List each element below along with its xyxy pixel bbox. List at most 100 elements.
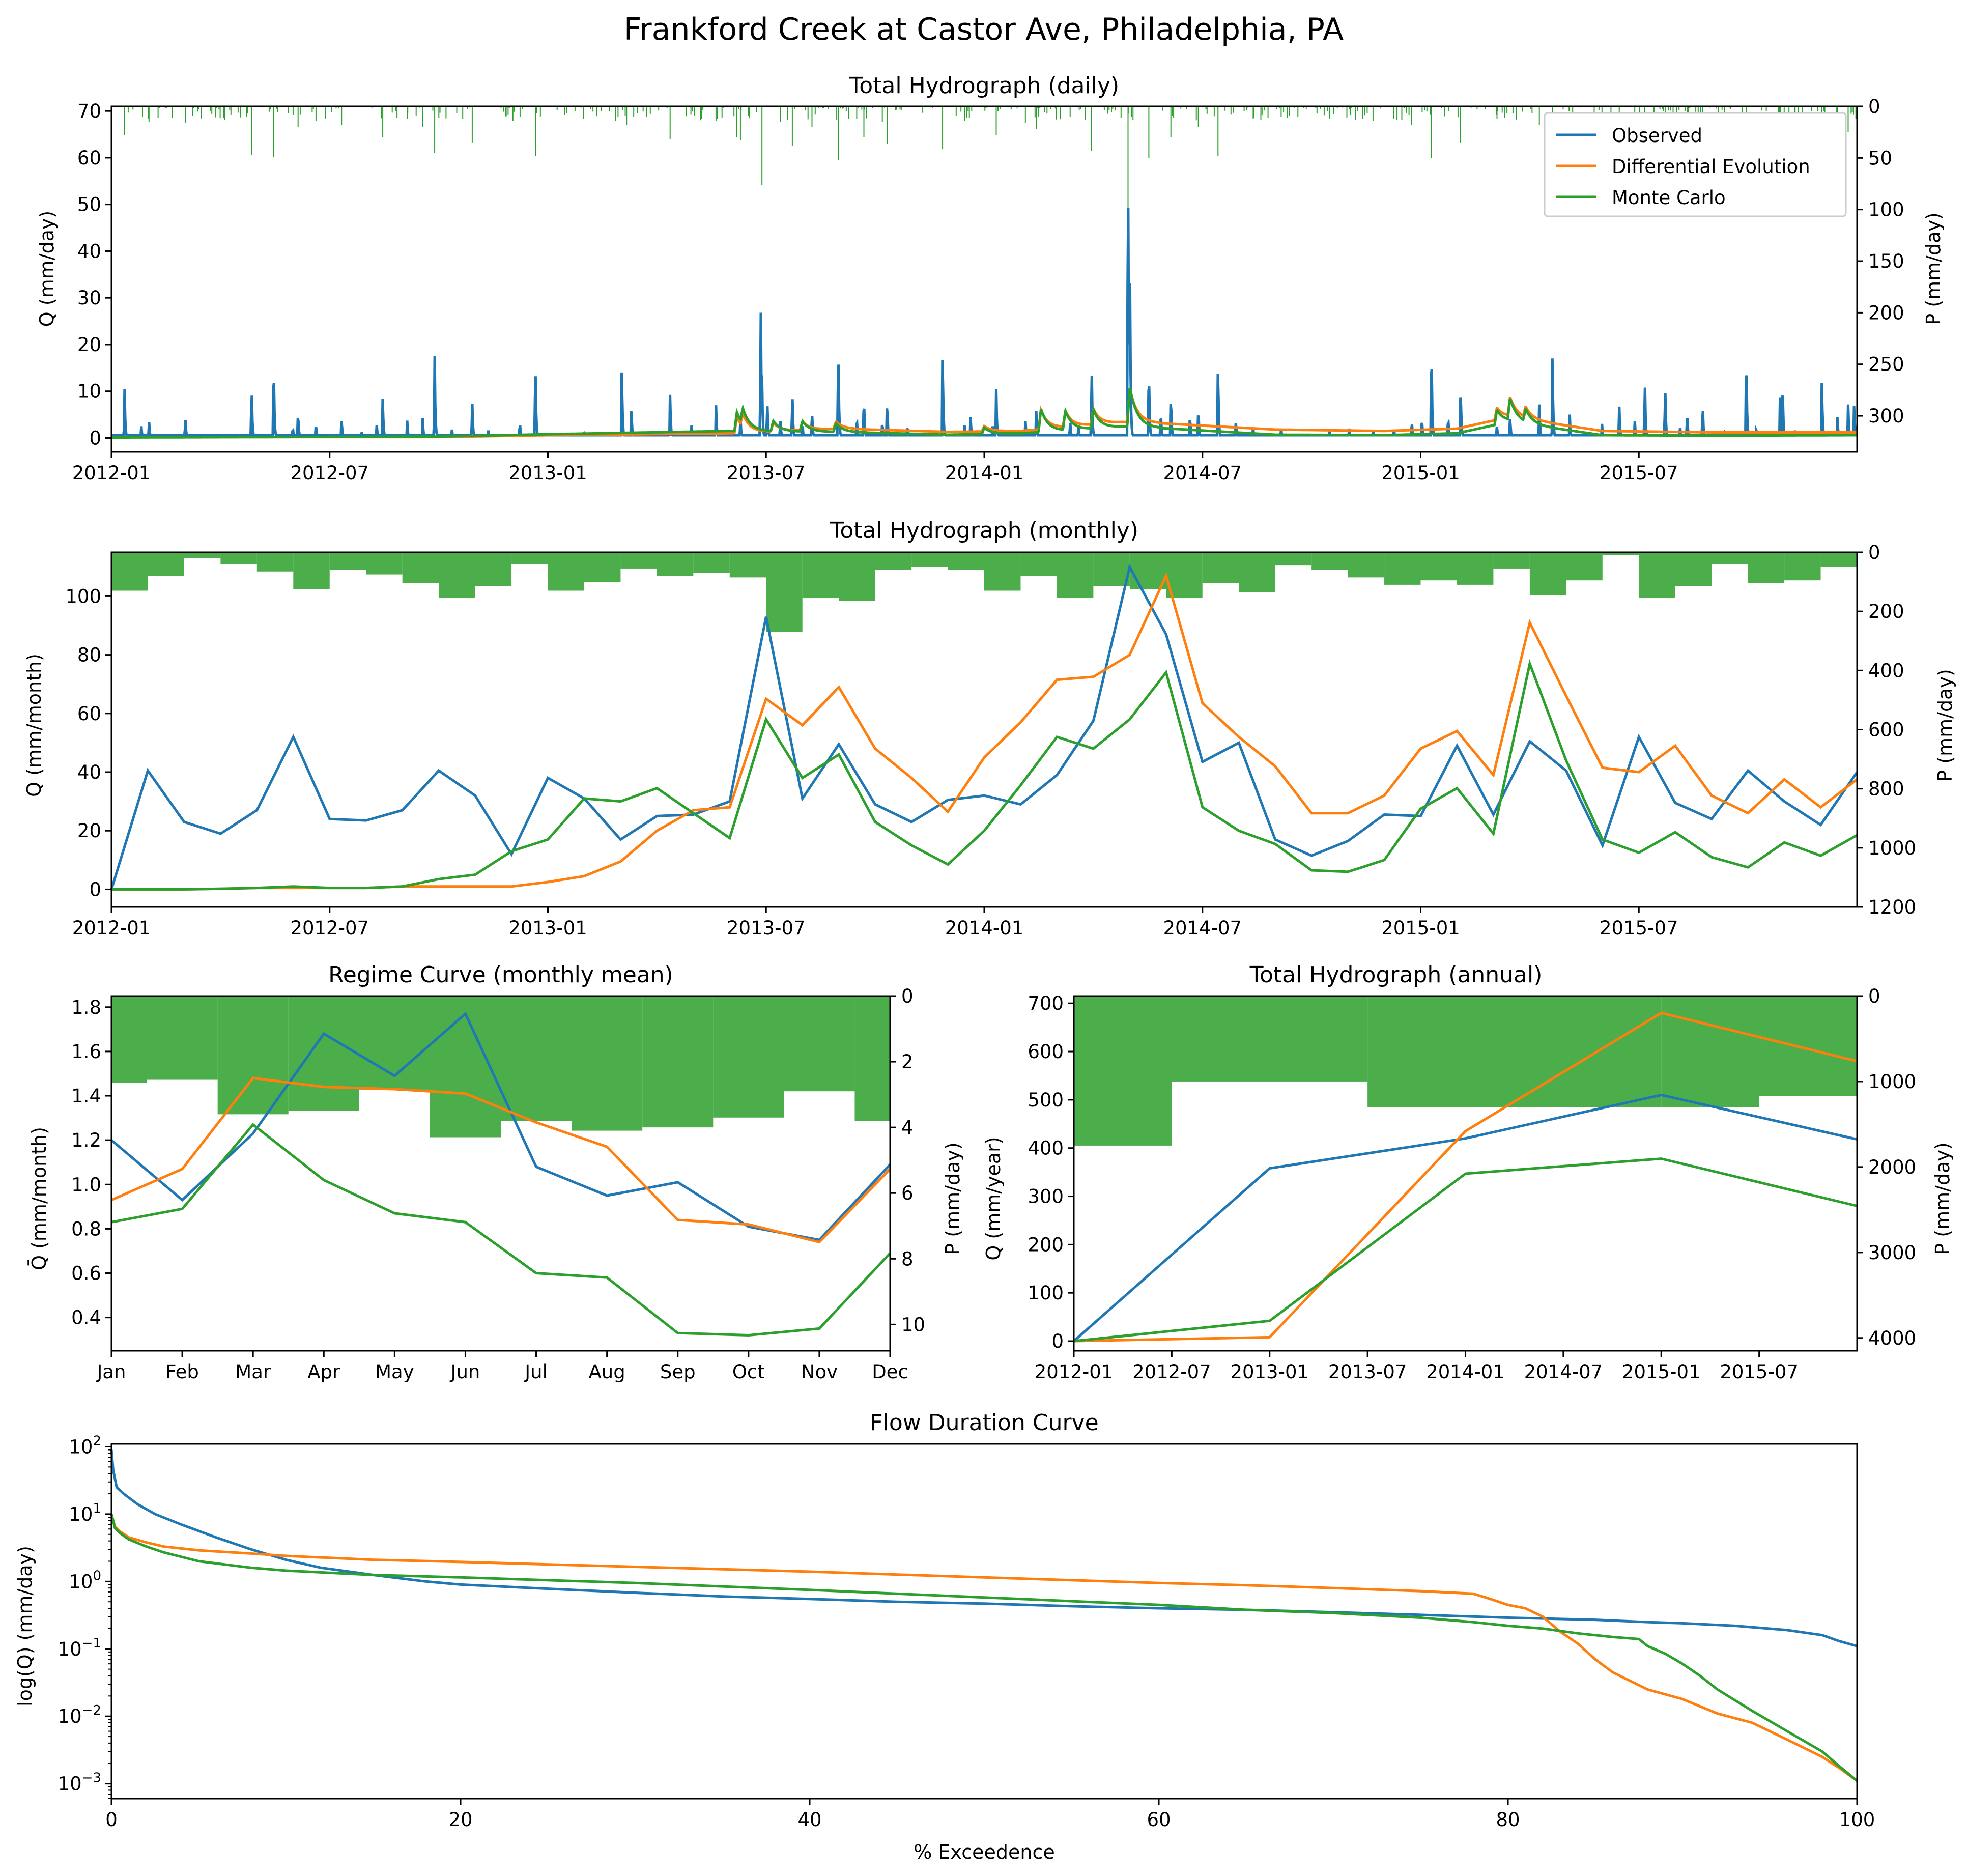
monthly-precip-bar (1820, 552, 1857, 567)
daily-y-tick-label: 40 (77, 240, 101, 262)
legend-label-observed: Observed (1612, 125, 1702, 147)
monthly-precip-bar (839, 552, 875, 601)
fdc-y-tick-label: 10−3 (58, 1771, 101, 1795)
annual-x-tick-label: 2015-07 (1720, 1361, 1799, 1383)
regime-y-tick-label: 0.6 (71, 1263, 101, 1285)
legend-box (1544, 112, 1847, 217)
panel-flow-duration-curve: Flow Duration Curve % Exceedence log(Q) … (14, 1410, 1875, 1863)
y-label-regime: Q̄ (mm/month) (28, 1127, 50, 1270)
annual-series-monte-carlo (1073, 1157, 1858, 1343)
annual-series-observed (1073, 1093, 1858, 1342)
annual-precip-bar (1759, 996, 1857, 1096)
regime-x-tick-label: Mar (235, 1361, 271, 1383)
annual-x-tick-label: 2015-01 (1622, 1361, 1701, 1383)
annual-precip-bar (1367, 996, 1662, 1107)
y2-label-daily: P (mm/day) (1922, 212, 1945, 325)
monthly-x-tick-label: 2015-01 (1381, 917, 1460, 939)
regime-precip-bar (288, 996, 359, 1111)
annual-y-tick-label: 100 (1028, 1282, 1064, 1304)
daily-y2-tick-label: 150 (1868, 250, 1904, 272)
regime-y2-tick-label: 6 (901, 1182, 914, 1204)
annual-y2-tick-label: 0 (1868, 985, 1880, 1007)
monthly-x-tick-label: 2015-07 (1600, 917, 1678, 939)
daily-x-tick-label: 2013-01 (508, 462, 587, 484)
regime-series-monte-carlo (111, 1123, 891, 1337)
monthly-precip-bar (693, 552, 730, 573)
monthly-series-observed (110, 563, 1859, 890)
regime-precip-bar (501, 996, 572, 1121)
y2-label-monthly: P (mm/day) (1934, 669, 1956, 781)
y2-label-regime: P (mm/day) (942, 1142, 964, 1255)
panel-annual-hydrograph: Total Hydrograph (annual) Q (mm/year) P … (982, 962, 1954, 1383)
monthly-precip-bar (256, 552, 294, 572)
annual-x-tick-label: 2012-01 (1035, 1361, 1114, 1383)
regime-x-tick-label: Aug (589, 1361, 625, 1383)
fdc-y-tick-label: 100 (69, 1568, 101, 1593)
annual-precip-bar (1661, 996, 1759, 1107)
fdc-series-observed (110, 1449, 1858, 1647)
regime-precip-bar (359, 996, 430, 1090)
fdc-x-tick-label: 40 (797, 1809, 821, 1831)
fdc-series-differential-evolution (110, 1514, 1858, 1782)
regime-y2-tick-label: 10 (901, 1314, 925, 1335)
fdc-plot-frame (110, 1443, 1858, 1800)
annual-x-tick-label: 2013-07 (1328, 1361, 1407, 1383)
daily-y2-tick-label: 100 (1868, 199, 1904, 221)
annual-y-tick-label: 400 (1028, 1138, 1064, 1159)
monthly-precip-bar (1639, 552, 1675, 599)
fdc-y-tick-label: 10−2 (58, 1703, 101, 1727)
monthly-precip-bar (802, 552, 839, 599)
monthly-precip-bar (111, 552, 148, 591)
monthly-y-tick-label: 100 (65, 585, 101, 607)
regime-x-tick-label: Nov (801, 1361, 838, 1383)
monthly-precip-bar (329, 552, 366, 570)
monthly-precip-bar (1239, 552, 1275, 592)
regime-y-tick-label: 0.4 (71, 1307, 101, 1329)
daily-x-tick-label: 2014-01 (945, 462, 1024, 484)
fdc-y-tick-label: 10−1 (58, 1636, 101, 1660)
regime-y2-tick-label: 2 (901, 1051, 914, 1073)
monthly-precip-bar (729, 552, 766, 578)
monthly-precip-bar (1384, 552, 1421, 585)
daily-x-tick-label: 2012-07 (290, 462, 369, 484)
monthly-precip-bar (1020, 552, 1057, 576)
monthly-precip-bar (1457, 552, 1494, 585)
monthly-precip-bar (1602, 552, 1639, 555)
annual-y2-tick-label: 1000 (1868, 1071, 1916, 1093)
annual-y2-tick-label: 2000 (1868, 1156, 1916, 1178)
monthly-precip-bar (1529, 552, 1566, 595)
daily-y2-tick-label: 0 (1868, 96, 1880, 118)
monthly-y2-tick-label: 1200 (1868, 896, 1916, 918)
legend-label-differential-evolution: Differential Evolution (1612, 156, 1810, 178)
monthly-y-tick-label: 80 (77, 644, 101, 666)
panel-title-monthly: Total Hydrograph (monthly) (830, 518, 1138, 544)
panel-title-annual: Total Hydrograph (annual) (1249, 962, 1543, 988)
monthly-precip-bar (1275, 552, 1312, 566)
annual-x-tick-label: 2013-01 (1230, 1361, 1309, 1383)
figure-title: Frankford Creek at Castor Ave, Philadelp… (624, 12, 1344, 47)
legend: Observed Differential Evolution Monte Ca… (1544, 112, 1847, 217)
daily-y-tick-label: 10 (77, 381, 101, 403)
monthly-x-tick-label: 2014-01 (945, 917, 1024, 939)
y-label-annual: Q (mm/year) (982, 1136, 1005, 1260)
daily-series-monte-carlo (111, 387, 1857, 439)
daily-series-observed (111, 208, 1858, 437)
monthly-precip-bar (1566, 552, 1603, 581)
annual-y-tick-label: 300 (1028, 1186, 1064, 1208)
annual-y-tick-label: 700 (1028, 992, 1064, 1014)
monthly-precip-bar (620, 552, 657, 569)
annual-y2-tick-label: 4000 (1868, 1327, 1916, 1349)
monthly-y-tick-label: 20 (77, 820, 101, 842)
monthly-precip-bar (875, 552, 912, 570)
y-label-daily: Q (mm/day) (36, 211, 58, 327)
regime-y-tick-label: 0.8 (71, 1218, 101, 1240)
panel-title-daily: Total Hydrograph (daily) (849, 73, 1119, 99)
monthly-precip-bar (1202, 552, 1239, 583)
regime-y-tick-label: 1.6 (71, 1041, 101, 1063)
daily-y-tick-label: 50 (77, 194, 101, 216)
regime-plot-frame (110, 995, 891, 1352)
monthly-precip-bar (657, 552, 694, 576)
daily-x-tick-label: 2015-07 (1600, 462, 1678, 484)
